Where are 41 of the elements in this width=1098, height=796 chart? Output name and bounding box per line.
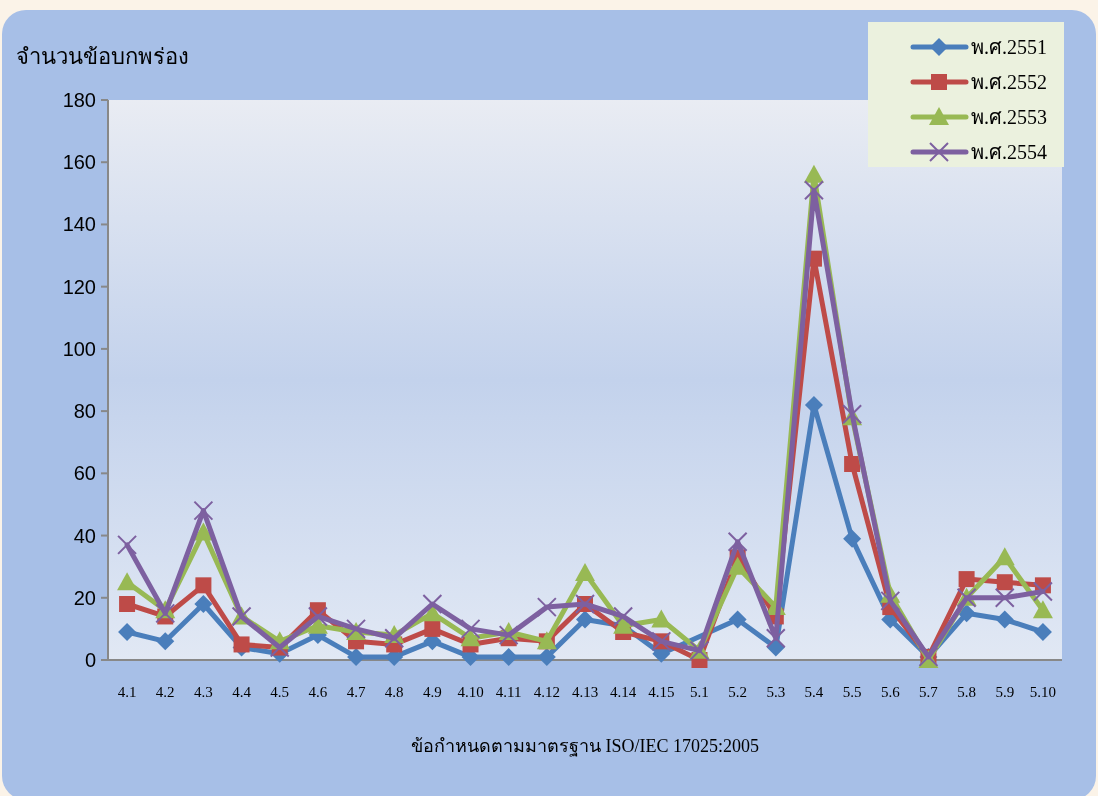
x-tick-label: 5.1 [690, 684, 709, 700]
x-tick-label: 4.11 [495, 684, 522, 700]
x-tick-label: 5.10 [1029, 684, 1057, 700]
y-tick-label: 80 [73, 400, 96, 423]
x-tick-label: 4.2 [155, 684, 175, 700]
x-tick-label: 4.7 [346, 684, 366, 700]
x-tick-label: 4.5 [270, 684, 290, 700]
y-tick-label: 180 [62, 89, 96, 111]
y-tick-label: 100 [62, 337, 96, 360]
x-tick-label: 4.4 [232, 684, 252, 700]
x-axis-title: ข้อกำหนดตามมาตรฐาน ISO/IEC 17025:2005 [410, 736, 760, 757]
y-tick-label: 120 [62, 275, 96, 298]
y-tick-label: 60 [73, 462, 96, 485]
y-tick-label: 40 [73, 524, 96, 547]
x-tick-label: 4.10 [457, 684, 484, 700]
x-tick-label: 4.13 [571, 684, 599, 700]
legend-label: พ.ศ.2553 [971, 106, 1047, 128]
y-tick-label: 0 [84, 649, 96, 671]
x-tick-label: 5.8 [957, 684, 976, 700]
legend-label: พ.ศ.2551 [971, 36, 1047, 58]
x-tick-label: 5.4 [804, 684, 824, 700]
y-tick-label: 160 [62, 151, 96, 174]
x-tick-label: 5.9 [995, 684, 1015, 700]
x-tick-label: 4.1 [117, 684, 137, 700]
x-tick-label: 4.14 [610, 684, 637, 700]
x-tick-label: 5.6 [880, 684, 901, 700]
x-tick-label: 4.9 [422, 684, 442, 700]
x-tick-label: 4.6 [308, 684, 328, 700]
y-tick-label: 20 [73, 586, 96, 609]
x-tick-label: 5.2 [728, 684, 748, 700]
x-tick-label: 5.3 [766, 684, 786, 700]
x-tick-label: 5.7 [919, 684, 939, 700]
legend-label: พ.ศ.2554 [971, 141, 1047, 163]
x-tick-label: 5.5 [842, 684, 862, 700]
x-tick-label: 4.15 [648, 684, 675, 700]
x-tick-label: 4.12 [533, 684, 560, 700]
legend-label: พ.ศ.2552 [971, 71, 1047, 93]
x-tick-label: 4.3 [194, 684, 213, 700]
y-axis-title: จำนวนข้อบกพร่อง [16, 44, 189, 69]
x-tick-label: 4.8 [384, 684, 404, 700]
y-tick-label: 140 [62, 213, 96, 236]
